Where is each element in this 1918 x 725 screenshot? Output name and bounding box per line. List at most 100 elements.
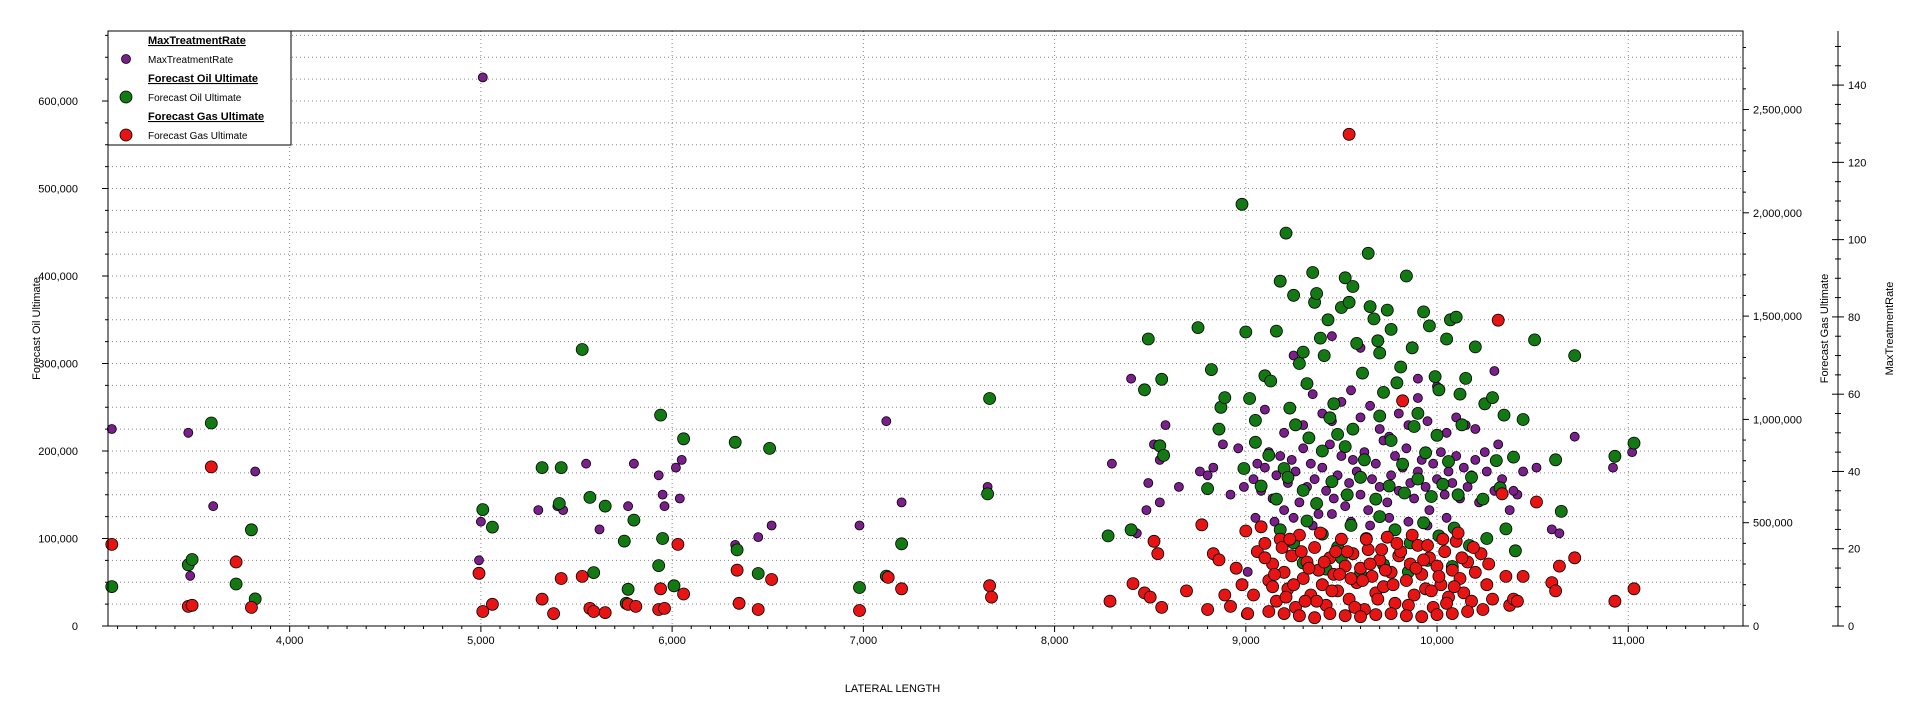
data-point [1340, 501, 1351, 512]
data-point [1195, 518, 1209, 532]
data-point [1243, 392, 1256, 405]
legend-marker [121, 54, 131, 64]
data-point [1409, 493, 1419, 504]
y-axis-right-gas-title: Forecast Gas Ultimate [1819, 274, 1831, 383]
data-point [1242, 567, 1253, 577]
legend-box [107, 30, 292, 146]
data-point [1486, 391, 1499, 405]
data-point [185, 598, 199, 612]
data-point [658, 602, 671, 615]
data-point [728, 435, 742, 449]
data-point [1554, 528, 1565, 539]
data-point [766, 520, 777, 531]
data-point [1335, 532, 1348, 546]
legend-header: Forecast Oil Ultimate [148, 73, 258, 85]
data-point [1155, 601, 1169, 614]
data-point [1248, 474, 1259, 485]
data-point [1342, 127, 1356, 141]
data-point [1202, 470, 1213, 481]
data-point [1458, 462, 1469, 473]
data-point [1361, 543, 1375, 556]
y-right-rate-tick-label: 80 [1848, 312, 1860, 324]
data-point [472, 566, 486, 580]
data-point [1287, 288, 1300, 302]
data-point [1212, 422, 1226, 436]
data-point [1201, 482, 1214, 496]
y-left-tick-label: 300,000 [38, 359, 78, 371]
data-point [598, 606, 612, 619]
y-left-tick-label: 400,000 [38, 271, 78, 283]
data-point [854, 520, 865, 531]
data-point [244, 523, 258, 537]
data-point [1327, 331, 1337, 342]
data-point [1229, 561, 1243, 575]
data-point [1191, 321, 1205, 335]
data-point [106, 424, 117, 434]
data-point [1396, 394, 1409, 408]
data-point [1289, 418, 1302, 432]
data-point [1531, 462, 1542, 473]
data-point [1507, 450, 1520, 464]
data-point [1417, 553, 1430, 567]
data-point [1365, 520, 1375, 531]
data-point [552, 497, 566, 510]
data-point [1467, 541, 1480, 554]
data-point [1384, 512, 1395, 523]
data-point [1407, 588, 1421, 602]
data-point [1455, 551, 1469, 565]
data-point [1224, 600, 1237, 613]
data-point [1141, 505, 1152, 516]
data-point [1241, 607, 1255, 620]
data-point [1154, 497, 1165, 508]
data-point [1402, 598, 1415, 612]
data-point [1270, 492, 1283, 506]
data-point [1160, 420, 1171, 431]
data-point [1338, 440, 1352, 454]
x-tick-label: 11,000 [1612, 635, 1645, 647]
data-point [1468, 565, 1482, 579]
data-point [1342, 295, 1356, 309]
data-point [1300, 514, 1314, 528]
data-point [1382, 497, 1393, 508]
data-point [1275, 541, 1289, 554]
data-point [1549, 453, 1562, 467]
data-point [1126, 577, 1140, 590]
x-tick-label: 8,000 [1041, 635, 1069, 647]
data-point [1321, 485, 1331, 496]
data-point [547, 607, 560, 620]
data-point [204, 460, 218, 474]
data-point [1363, 300, 1377, 314]
data-point [598, 499, 612, 513]
data-point [1315, 444, 1329, 458]
data-point [1413, 373, 1423, 384]
data-point [1340, 488, 1354, 502]
data-point [1325, 475, 1339, 489]
data-point [1608, 594, 1622, 608]
data-point [1400, 269, 1413, 283]
data-point [1307, 389, 1318, 400]
data-point [1411, 406, 1425, 420]
data-point [1377, 385, 1390, 399]
data-point [617, 534, 631, 548]
data-point [1298, 443, 1309, 454]
y-right-gas-tick-label: 0 [1753, 621, 1759, 633]
data-point [1481, 466, 1492, 477]
data-point [1331, 427, 1344, 441]
data-point [1281, 470, 1295, 484]
y-left-tick-label: 200,000 [38, 446, 78, 458]
data-point [1380, 530, 1394, 544]
data-point [1499, 570, 1513, 583]
data-point [1270, 324, 1283, 338]
data-point [654, 408, 667, 422]
data-point [1269, 516, 1280, 527]
data-point [1205, 363, 1218, 377]
data-point [623, 501, 633, 512]
data-point [1394, 360, 1408, 374]
data-point [1495, 487, 1509, 501]
data-point [1413, 393, 1423, 403]
data-point [751, 603, 765, 616]
data-point [554, 461, 568, 475]
data-point [1212, 553, 1226, 567]
